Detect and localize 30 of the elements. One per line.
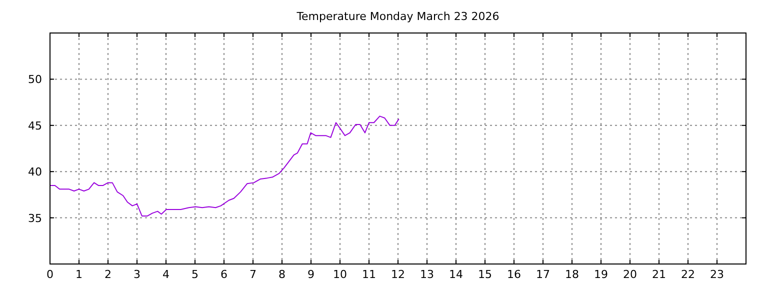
- x-tick-label: 5: [192, 268, 198, 281]
- x-tick-label: 11: [362, 268, 376, 281]
- x-tick-label: 18: [565, 268, 579, 281]
- x-tick-label: 0: [46, 268, 54, 281]
- y-tick-label: 35: [28, 212, 42, 225]
- x-tick-label: 13: [420, 268, 434, 281]
- x-tick-label: 2: [104, 268, 112, 281]
- x-tick-label: 3: [134, 268, 140, 281]
- y-tick-label: 50: [28, 73, 42, 86]
- x-tick-label: 15: [478, 268, 492, 281]
- x-tick-label: 17: [536, 268, 550, 281]
- chart-title: Temperature Monday March 23 2026: [296, 10, 500, 23]
- x-tick-label: 8: [278, 268, 286, 281]
- x-tick-label: 12: [391, 268, 405, 281]
- x-tick-label: 9: [308, 268, 314, 281]
- x-tick-label: 23: [710, 268, 724, 281]
- x-tick-label: 22: [681, 268, 695, 281]
- y-tick-label: 45: [28, 119, 42, 132]
- x-tick-label: 7: [250, 268, 256, 281]
- line-series: [50, 116, 400, 216]
- x-tick-label: 1: [76, 268, 82, 281]
- y-tick-label: 40: [28, 166, 42, 179]
- x-tick-label: 16: [507, 268, 521, 281]
- x-tick-label: 19: [594, 268, 608, 281]
- x-tick-label: 6: [220, 268, 228, 281]
- x-tick-label: 10: [333, 268, 347, 281]
- x-tick-label: 14: [449, 268, 463, 281]
- x-tick-label: 20: [623, 268, 637, 281]
- x-tick-label: 21: [652, 268, 666, 281]
- x-tick-label: 4: [162, 268, 170, 281]
